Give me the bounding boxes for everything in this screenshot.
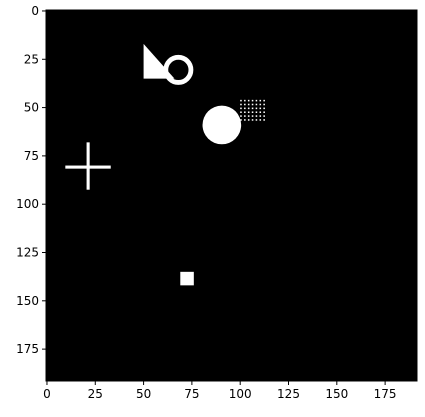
dot [251, 115, 254, 117]
dot [251, 99, 254, 102]
y-tick-label: 0 [31, 4, 39, 18]
x-tick-label: 125 [277, 387, 300, 401]
image-content [65, 43, 265, 286]
x-tick-label: 175 [374, 387, 397, 401]
dot [247, 99, 250, 102]
dot [240, 119, 242, 121]
dot [263, 99, 265, 102]
dot [255, 103, 258, 106]
disk [202, 105, 242, 145]
dot [251, 111, 254, 113]
x-tick-label: 25 [88, 387, 103, 401]
x-tick-label: 150 [325, 387, 348, 401]
x-tick-label: 50 [136, 387, 151, 401]
y-tick-label: 125 [16, 246, 39, 260]
dot [244, 111, 246, 113]
y-tick-label: 75 [24, 149, 39, 163]
axes-frame [45, 9, 418, 382]
y-tick-label: 150 [16, 294, 39, 308]
dot [251, 119, 254, 121]
dot [263, 107, 265, 110]
dot [263, 119, 265, 121]
y-tick-label: 50 [24, 101, 39, 115]
dot [247, 119, 250, 121]
dot [244, 115, 246, 117]
dot [259, 107, 262, 110]
dot-grid [240, 99, 265, 121]
ring [163, 54, 194, 85]
dot [255, 119, 258, 121]
dot [259, 103, 262, 106]
dot [263, 115, 265, 117]
dot [259, 99, 262, 102]
y-tick-label: 100 [16, 197, 39, 211]
dot [255, 99, 258, 102]
dot [255, 111, 258, 113]
dot [247, 111, 250, 113]
dot [247, 115, 250, 117]
dot [247, 103, 250, 106]
x-tick-label: 100 [229, 387, 252, 401]
dot [240, 99, 242, 102]
dot [255, 107, 258, 110]
image-area [46, 10, 417, 381]
y-tick-label: 25 [24, 52, 39, 66]
dot [259, 111, 262, 113]
dot [240, 111, 242, 113]
dot [251, 107, 254, 110]
dot [244, 119, 246, 121]
dot [259, 115, 262, 117]
dot [255, 115, 258, 117]
x-tick-label: 0 [43, 387, 51, 401]
dot [244, 103, 246, 106]
y-tick-label: 175 [16, 342, 39, 356]
cross-vertical [86, 142, 90, 190]
dot [263, 103, 265, 106]
square [180, 271, 194, 286]
dot [240, 115, 242, 117]
dot [263, 111, 265, 113]
dot [247, 107, 250, 110]
x-tick-label: 75 [184, 387, 199, 401]
dot [244, 99, 246, 102]
dot [240, 103, 242, 106]
dot [259, 119, 262, 121]
dot [251, 103, 254, 106]
dot [244, 107, 246, 110]
dot [240, 107, 242, 110]
